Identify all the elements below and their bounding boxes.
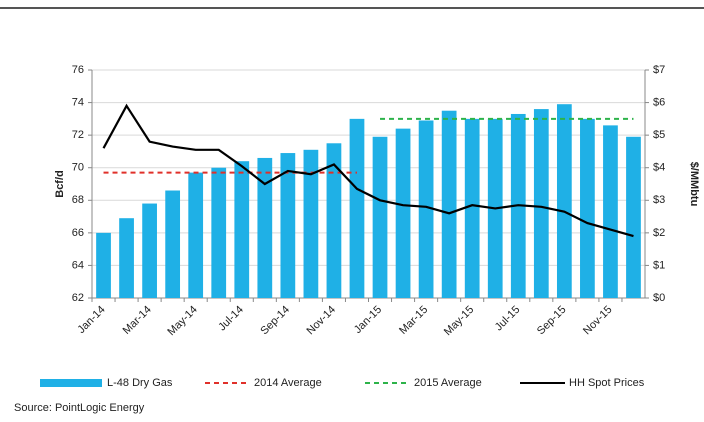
x-tick-label: Nov-14 bbox=[305, 304, 339, 338]
x-tick-label: May-14 bbox=[165, 304, 199, 338]
bar bbox=[603, 125, 618, 298]
bar bbox=[326, 143, 342, 298]
legend-swatch bbox=[40, 379, 102, 387]
bar bbox=[533, 109, 549, 298]
bar bbox=[234, 161, 250, 298]
legend-label: L-48 Dry Gas bbox=[107, 377, 173, 389]
x-tick-label: Sep-15 bbox=[535, 304, 569, 338]
y2-tick-label: $6 bbox=[653, 96, 665, 108]
y2-tick-label: $2 bbox=[653, 227, 665, 239]
y-tick-label: 70 bbox=[72, 162, 84, 174]
bar bbox=[441, 110, 457, 298]
bar bbox=[395, 128, 411, 298]
x-tick-label: Jan-14 bbox=[75, 304, 107, 336]
y2-tick-label: $4 bbox=[653, 162, 665, 174]
bar bbox=[142, 203, 157, 298]
bar bbox=[257, 157, 273, 298]
y-tick-label: 66 bbox=[72, 227, 84, 239]
y-tick-label: 64 bbox=[72, 259, 84, 271]
y2-tick-label: $3 bbox=[653, 194, 665, 206]
y2-tick-label: $1 bbox=[653, 259, 665, 271]
x-tick-label: May-15 bbox=[442, 304, 476, 338]
y2-axis-title: $/MMbtu bbox=[688, 162, 700, 207]
bar bbox=[280, 153, 296, 298]
y-tick-label: 72 bbox=[72, 129, 84, 141]
x-tick-label: Mar-14 bbox=[121, 304, 154, 337]
x-tick-label: Jul-15 bbox=[493, 304, 523, 334]
price-line bbox=[102, 103, 634, 238]
x-tick-label: Sep-14 bbox=[258, 304, 292, 338]
bar bbox=[556, 104, 572, 298]
x-tick-label: Jan-15 bbox=[352, 304, 384, 336]
legend-label: 2014 Average bbox=[254, 377, 322, 389]
y-axis-title: Bcf/d bbox=[54, 170, 66, 198]
legend-label: 2015 Average bbox=[414, 377, 482, 389]
x-tick-label: Nov-15 bbox=[581, 304, 615, 338]
bar bbox=[211, 167, 227, 298]
bar bbox=[580, 118, 595, 298]
bar bbox=[303, 149, 319, 298]
bar bbox=[188, 172, 204, 298]
bar bbox=[119, 218, 134, 298]
bar bbox=[464, 118, 480, 298]
bar bbox=[626, 136, 641, 298]
bar bbox=[165, 190, 181, 298]
y-tick-label: 74 bbox=[72, 96, 84, 108]
bar bbox=[372, 136, 388, 298]
y2-tick-label: $5 bbox=[653, 129, 665, 141]
bar bbox=[418, 120, 434, 298]
x-tick-label: Mar-15 bbox=[397, 304, 430, 337]
y2-tick-label: $0 bbox=[653, 292, 665, 304]
x-tick-label: Jul-14 bbox=[216, 304, 246, 334]
y-tick-label: 62 bbox=[72, 292, 84, 304]
y-tick-label: 68 bbox=[72, 194, 84, 206]
legend-label: HH Spot Prices bbox=[569, 377, 645, 389]
y-tick-label: 76 bbox=[72, 64, 84, 76]
y2-tick-label: $7 bbox=[653, 64, 665, 76]
bar bbox=[96, 232, 111, 298]
bar bbox=[349, 118, 365, 298]
source: Source: PointLogic Energy bbox=[14, 402, 145, 414]
